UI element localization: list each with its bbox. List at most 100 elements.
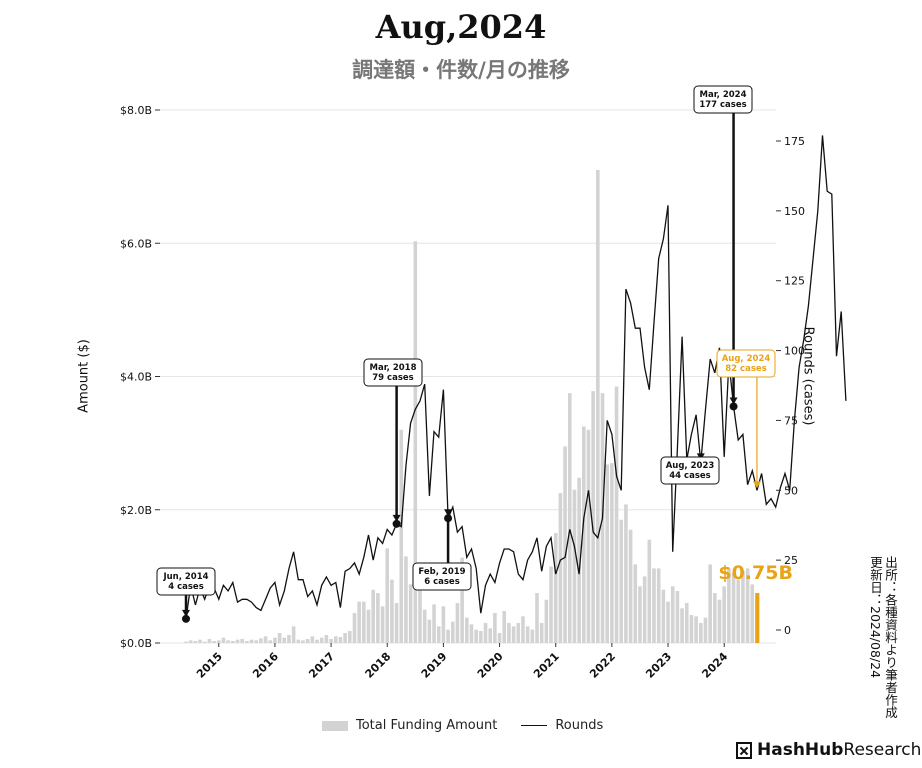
logo-brand-text: HashHub: [757, 740, 844, 760]
funding-bar: [577, 477, 581, 643]
funding-bar: [479, 631, 483, 643]
funding-bar: [413, 241, 418, 643]
hashhub-logo-icon: [736, 741, 752, 759]
funding-bar: [525, 626, 530, 643]
funding-bar: [193, 641, 198, 643]
funding-bar: [329, 639, 333, 643]
funding-bar: [441, 606, 446, 643]
funding-bar: [352, 613, 357, 643]
annotation-arrowhead: [444, 509, 453, 517]
funding-bar: [539, 623, 544, 643]
y2-tick-label: 0: [784, 624, 791, 637]
funding-bar: [188, 640, 193, 643]
funding-bar: [670, 586, 675, 643]
annotation-label: Jun, 2014: [162, 572, 208, 582]
legend: Total Funding Amount Rounds: [322, 718, 627, 733]
annotation-arrowhead: [752, 481, 761, 489]
funding-bar: [296, 639, 301, 643]
funding-bar: [315, 639, 319, 643]
funding-bar: [553, 533, 558, 643]
legend-item-rounds: Rounds: [521, 718, 603, 733]
latest-amount-label: $0.75B: [718, 562, 793, 584]
funding-bar: [422, 609, 427, 643]
funding-bar: [348, 631, 352, 643]
y2-axis-label: Rounds (cases): [800, 326, 816, 426]
y-tick-label: $2.0B: [120, 504, 152, 517]
funding-bar: [324, 635, 329, 643]
funding-bar: [563, 446, 567, 643]
y2-tick-label: 125: [784, 275, 805, 288]
funding-bar: [572, 489, 577, 643]
annotation-label: Mar, 2018: [370, 363, 417, 373]
funding-bar: [493, 613, 497, 643]
funding-bar: [221, 637, 226, 643]
funding-bar: [226, 640, 230, 643]
funding-bar: [736, 579, 741, 643]
funding-bar: [310, 636, 315, 643]
funding-bar: [446, 629, 450, 643]
funding-bar: [216, 640, 221, 643]
source-note: 出所：各種資料より筆者作成 更新日：2024/08/24: [868, 556, 898, 719]
rounds-line: [185, 135, 847, 619]
annotation-point: [392, 519, 401, 528]
annotation-label: 44 cases: [669, 471, 710, 481]
funding-bar: [259, 638, 263, 643]
legend-swatch-bar: [322, 720, 348, 731]
funding-bar: [684, 603, 689, 643]
y2-tick-label: 175: [784, 135, 805, 148]
x-tick-label: 2016: [250, 650, 281, 681]
funding-bar: [731, 573, 736, 643]
funding-bars: [184, 169, 760, 643]
funding-bar: [628, 529, 633, 643]
annotation-label: Aug, 2024: [722, 354, 771, 364]
funding-bar: [516, 623, 521, 643]
x-tick-label: 2024: [699, 650, 730, 681]
funding-bar: [666, 601, 670, 643]
funding-bar: [319, 637, 324, 643]
funding-bar: [624, 504, 628, 643]
annotation-label: Aug, 2023: [666, 461, 715, 471]
funding-bar: [291, 626, 296, 643]
funding-bar: [507, 623, 511, 643]
funding-bar: [638, 586, 642, 643]
funding-bar: [694, 616, 698, 643]
funding-bar: [235, 639, 240, 643]
funding-bar: [610, 463, 614, 643]
y-tick-label: $0.0B: [120, 637, 152, 650]
funding-bar: [535, 593, 539, 643]
annotation-box: [693, 85, 753, 114]
funding-bar: [385, 548, 390, 643]
funding-bar: [249, 639, 254, 643]
annotation-label: Feb, 2019: [418, 567, 465, 577]
y2-tick-label: 50: [784, 484, 798, 497]
funding-bar: [586, 429, 591, 643]
annotation-box: [363, 358, 423, 387]
logo-suffix-text: Research: [843, 740, 922, 760]
x-tick-label: 2021: [531, 650, 562, 681]
funding-bar: [582, 426, 586, 643]
funding-bar: [567, 393, 572, 643]
y2-tick-label: 25: [784, 554, 798, 567]
funding-bar: [366, 609, 371, 643]
funding-bar: [511, 626, 516, 643]
funding-bar: [404, 556, 408, 643]
legend-label-rounds: Rounds: [555, 718, 604, 733]
funding-bar: [268, 640, 273, 643]
funding-bar: [633, 564, 638, 643]
funding-bar: [184, 641, 188, 643]
funding-bar: [558, 493, 563, 643]
funding-bar: [301, 640, 305, 643]
funding-bar: [755, 593, 760, 643]
funding-bar: [333, 636, 338, 643]
funding-bar: [521, 616, 525, 643]
funding-bar: [727, 568, 731, 643]
annotation-point: [444, 514, 453, 523]
y-tick-label: $8.0B: [120, 104, 152, 117]
